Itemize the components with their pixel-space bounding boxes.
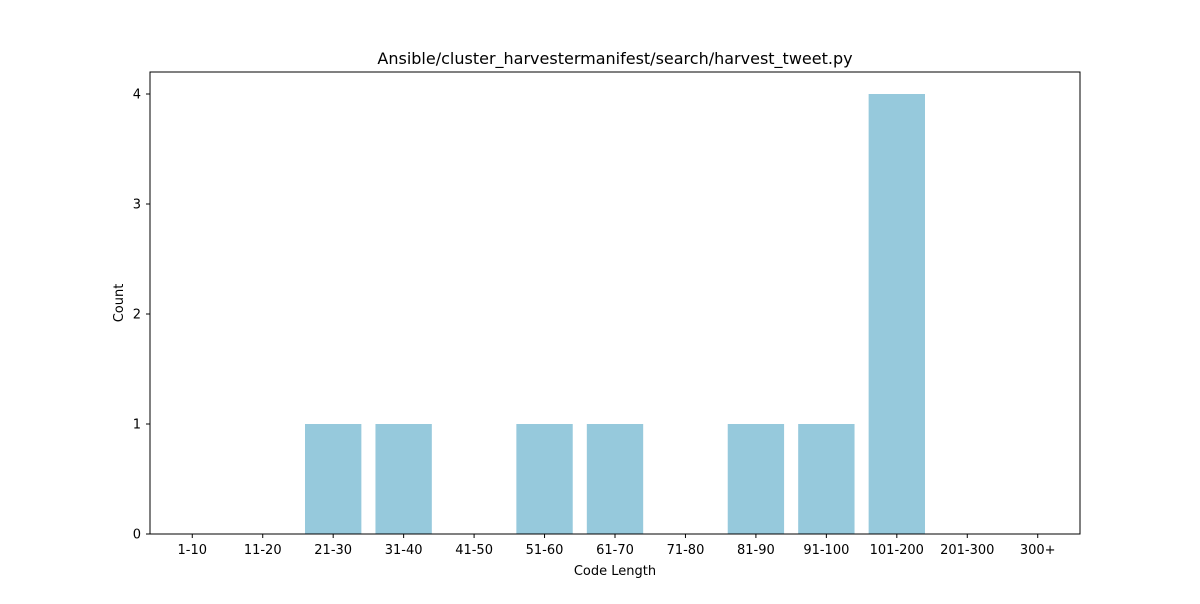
x-tick-label: 61-70 <box>596 543 634 558</box>
bars-layer <box>305 94 925 534</box>
bar-91-100 <box>798 424 855 534</box>
x-tick-label: 21-30 <box>314 543 352 558</box>
bar-31-40 <box>375 424 432 534</box>
plot-area-frame <box>149 71 1081 535</box>
x-tick-label: 11-20 <box>244 543 282 558</box>
bar-61-70 <box>586 424 644 534</box>
y-tick-label: 3 <box>133 198 141 213</box>
chart-title: Ansible/cluster_harvestermanifest/search… <box>377 49 852 69</box>
x-tick-label: 51-60 <box>526 543 564 558</box>
x-tick-label: 31-40 <box>385 543 423 558</box>
y-tick-label: 1 <box>133 418 141 433</box>
y-tick-label: 2 <box>133 308 141 323</box>
x-axis-ticks: 1-10 11-20 21-30 31-40 41-50 51-60 61-70 71-80 8… <box>178 534 1056 558</box>
y-tick-label: 0 <box>133 528 141 543</box>
bar-21-30 <box>305 424 362 534</box>
x-tick-label: 300+ <box>1020 543 1056 558</box>
x-axis-label: Code Length <box>574 564 656 579</box>
y-tick-label: 4 <box>133 88 141 103</box>
x-tick-label: 91-100 <box>803 543 849 558</box>
x-tick-label: 1-10 <box>178 543 208 558</box>
bar-101-200 <box>868 94 925 534</box>
y-axis-ticks: 0 1 2 3 4 <box>133 88 150 543</box>
x-tick-label: 41-50 <box>455 543 493 558</box>
bar-51-60 <box>516 424 573 534</box>
x-tick-label: 201-300 <box>940 543 994 558</box>
x-tick-label: 81-90 <box>737 543 775 558</box>
x-tick-label: 71-80 <box>667 543 705 558</box>
y-axis-label: Count <box>112 284 127 323</box>
bar-81-90 <box>727 424 785 534</box>
x-tick-label: 101-200 <box>870 543 924 558</box>
